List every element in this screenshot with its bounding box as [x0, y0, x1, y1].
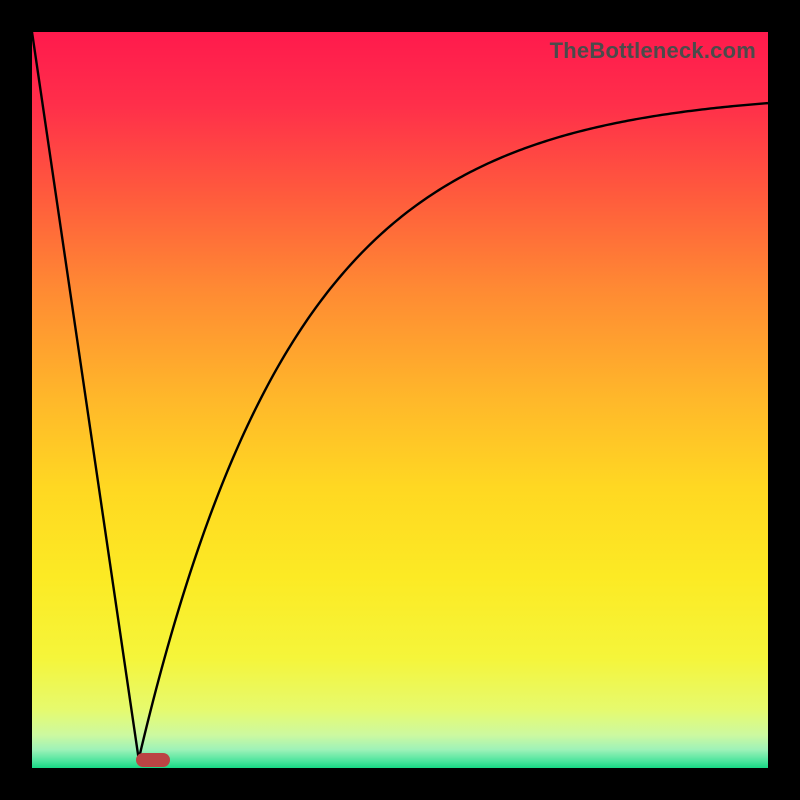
watermark-text: TheBottleneck.com: [550, 38, 756, 64]
minimum-marker: [136, 753, 170, 767]
chart-frame: TheBottleneck.com: [0, 0, 800, 800]
plot-area: TheBottleneck.com: [32, 32, 768, 768]
left-diagonal-line: [32, 32, 139, 759]
right-asymptotic-curve: [139, 103, 768, 759]
curves-layer: [32, 32, 768, 768]
watermark-label: TheBottleneck.com: [550, 38, 756, 63]
